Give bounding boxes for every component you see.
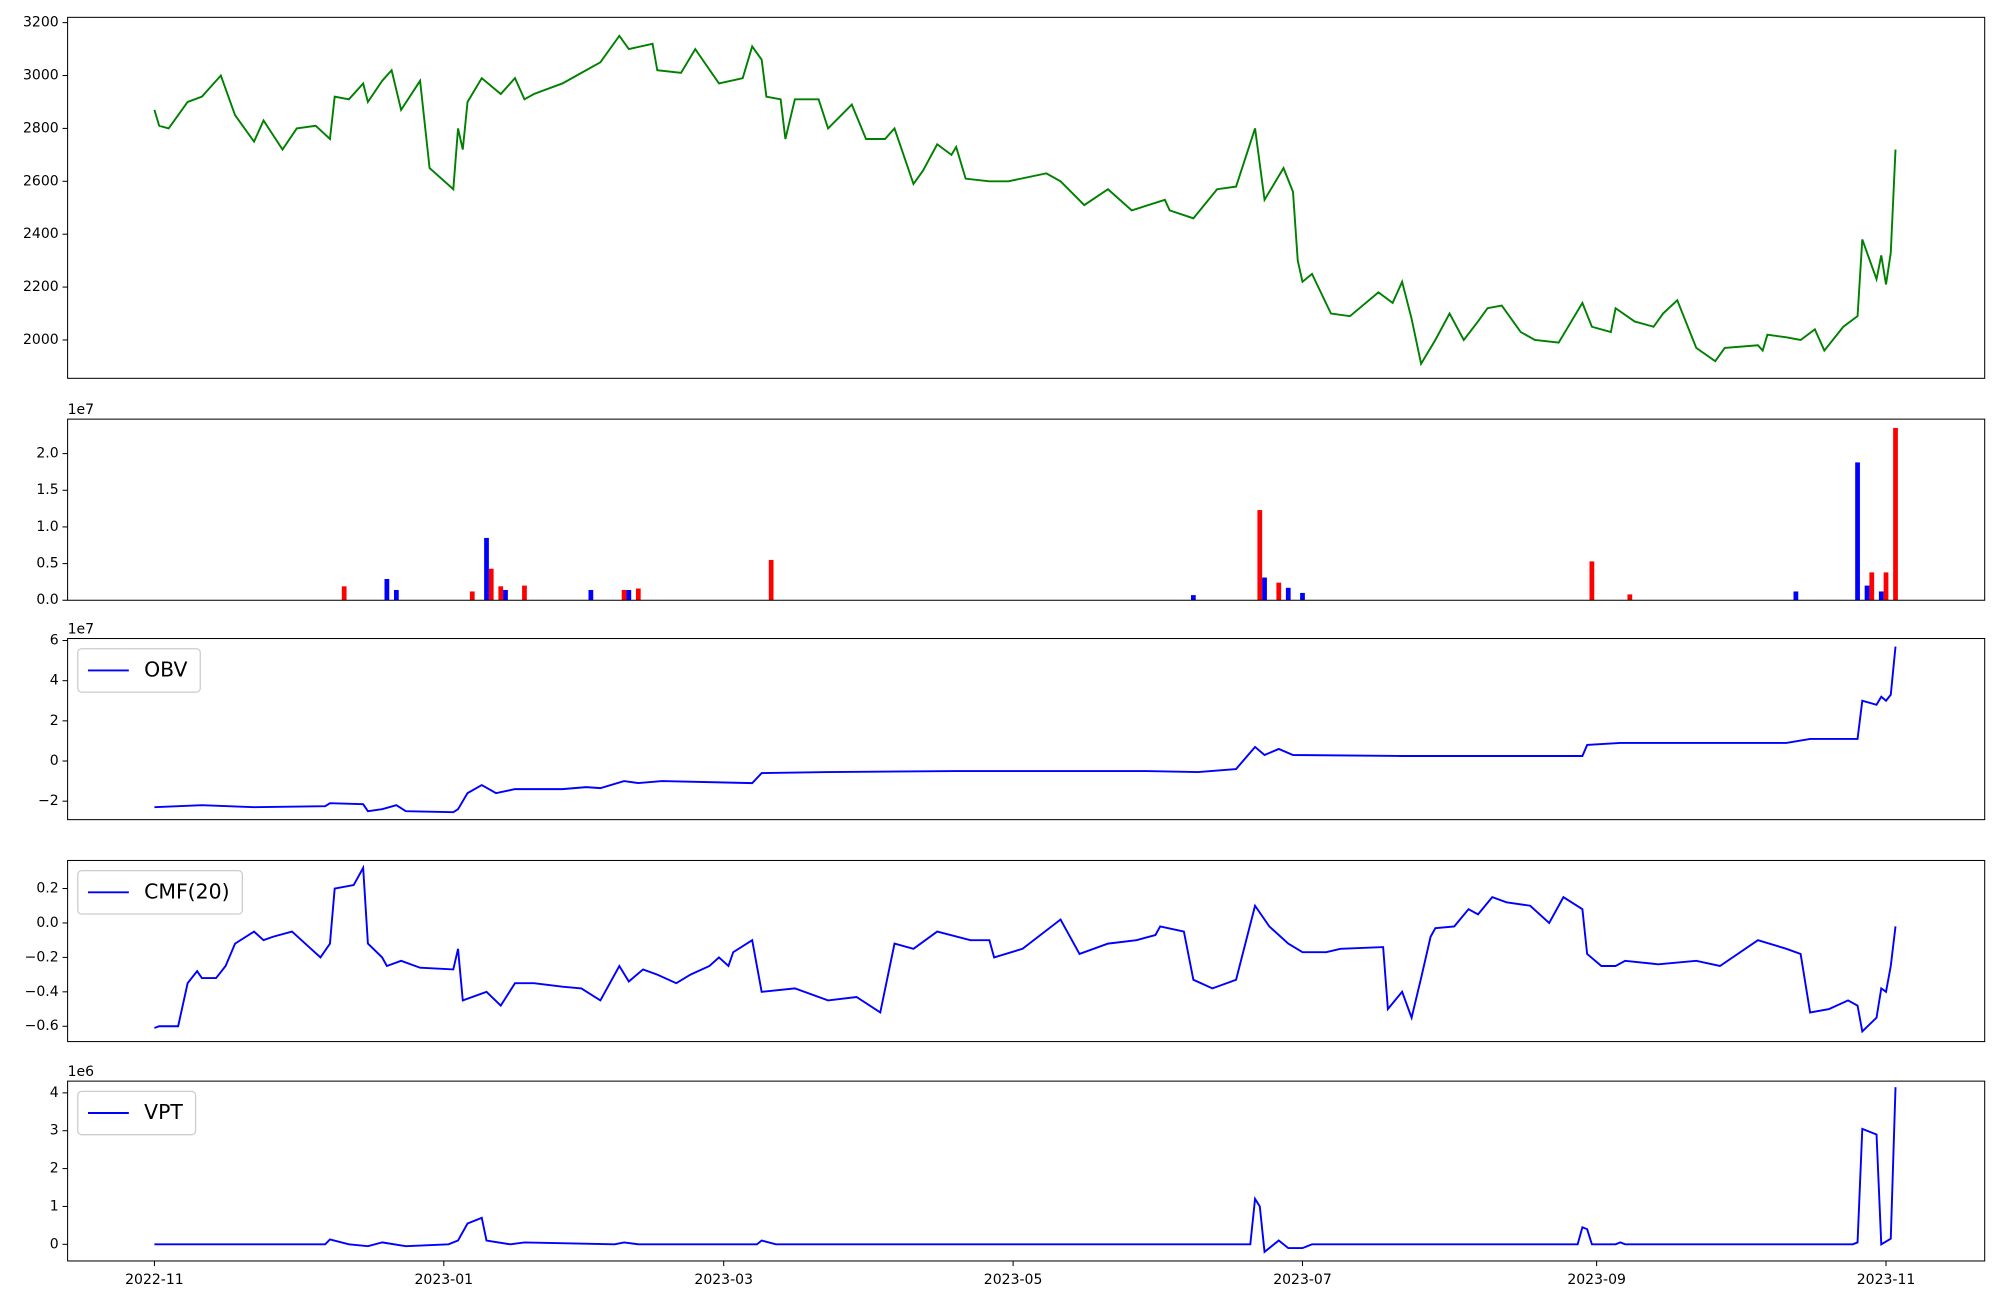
y-tick-label: 1.5 <box>36 482 58 498</box>
plot-frame <box>67 16 1986 379</box>
bar <box>1276 582 1282 601</box>
y-tick-label: 6 <box>50 633 59 649</box>
line <box>154 864 1897 1034</box>
bar <box>393 589 399 601</box>
y-tick-label: 0.5 <box>36 556 58 572</box>
y-tick-label: 3000 <box>23 68 59 84</box>
panel: 0 1 2 3 4 2022-11 2023-01 2023-03 2023-05 2023-07… <box>50 1064 1986 1288</box>
panel: 0.0 0.5 1.0 1.5 2.0 1e7 <box>36 402 1986 608</box>
y-tick-label: 2 <box>50 1161 59 1177</box>
line <box>153 34 1897 367</box>
y-offset-label: 1e7 <box>68 402 94 418</box>
panel: 2000 2200 2400 2600 2800 3000 3200 <box>23 15 1986 379</box>
y-offset-label: 1e6 <box>68 1064 95 1080</box>
panel: −0.6 −0.4 −0.2 0.0 0.2 CMF(20) <box>25 859 1986 1043</box>
bar <box>1285 587 1291 601</box>
legend: VPT <box>77 1090 197 1136</box>
bar <box>1864 585 1870 601</box>
y-tick-label: 0.2 <box>36 881 58 897</box>
y-tick-label: −0.6 <box>25 1018 59 1034</box>
plot-frame <box>67 638 1986 821</box>
y-tick-label: 2 <box>50 713 59 729</box>
bar <box>1300 592 1305 601</box>
bar <box>1855 462 1860 601</box>
bar <box>1262 577 1267 601</box>
y-tick-label: 3 <box>50 1123 59 1139</box>
y-tick-label: 2.0 <box>36 446 58 462</box>
legend-label: CMF(20) <box>144 879 229 903</box>
bar <box>1191 595 1196 601</box>
legend: OBV <box>77 648 201 693</box>
legend-label: OBV <box>144 657 187 681</box>
bar <box>498 586 504 601</box>
y-tick-label: 0 <box>50 1236 59 1252</box>
bar <box>1869 572 1875 601</box>
plot-frame <box>67 418 1986 601</box>
y-tick-label: 0 <box>50 753 59 769</box>
plot-frame <box>67 1080 1986 1262</box>
bar <box>1257 510 1263 601</box>
x-tick-label: 2023-01 <box>415 1272 474 1288</box>
legend-label: VPT <box>144 1100 183 1124</box>
legend-box <box>77 1090 197 1136</box>
y-tick-label: −0.4 <box>25 984 59 1000</box>
bar <box>522 585 527 601</box>
bar <box>1893 427 1898 601</box>
bar <box>488 568 494 601</box>
panel: −2 0 2 4 6 1e7 OBV <box>38 622 1986 821</box>
y-tick-label: 1.0 <box>36 519 58 535</box>
legend-box <box>77 648 201 693</box>
bar <box>621 589 627 601</box>
y-tick-label: 2000 <box>23 332 59 348</box>
x-tick-label: 2023-09 <box>1567 1272 1626 1288</box>
bar <box>384 578 390 601</box>
bar <box>1883 572 1889 601</box>
y-tick-label: 0.0 <box>36 915 58 931</box>
y-tick-label: 1 <box>50 1198 59 1214</box>
bar <box>341 586 347 601</box>
y-offset-label: 1e7 <box>68 622 94 638</box>
bar <box>768 559 774 601</box>
y-tick-label: 0.0 <box>36 592 58 608</box>
x-tick-label: 2022-11 <box>125 1272 184 1288</box>
bar <box>469 591 475 601</box>
y-tick-label: 2600 <box>23 173 59 189</box>
y-tick-label: 2800 <box>23 120 59 136</box>
legend-box <box>77 870 243 915</box>
y-tick-label: 2400 <box>23 226 59 242</box>
x-tick-label: 2023-07 <box>1273 1272 1332 1288</box>
legend: CMF(20) <box>77 870 243 915</box>
line <box>154 646 1897 814</box>
bar <box>635 588 641 601</box>
bar <box>503 589 508 601</box>
plot-frame <box>67 859 1986 1043</box>
line <box>154 1087 1897 1254</box>
bar <box>1793 591 1799 601</box>
y-tick-label: 4 <box>50 673 59 689</box>
y-tick-label: 3200 <box>23 15 59 31</box>
y-tick-label: −0.2 <box>25 949 59 965</box>
bar <box>1878 591 1884 601</box>
y-tick-label: 4 <box>50 1085 59 1101</box>
bar <box>484 537 489 601</box>
bar <box>1627 594 1633 601</box>
y-tick-label: 2200 <box>23 279 59 295</box>
x-tick-label: 2023-11 <box>1857 1272 1916 1288</box>
y-tick-label: −2 <box>38 793 59 809</box>
bar <box>626 589 632 601</box>
bar <box>1589 561 1595 601</box>
x-tick-label: 2023-05 <box>984 1272 1043 1288</box>
x-tick-label: 2023-03 <box>694 1272 753 1288</box>
bar <box>588 589 594 601</box>
